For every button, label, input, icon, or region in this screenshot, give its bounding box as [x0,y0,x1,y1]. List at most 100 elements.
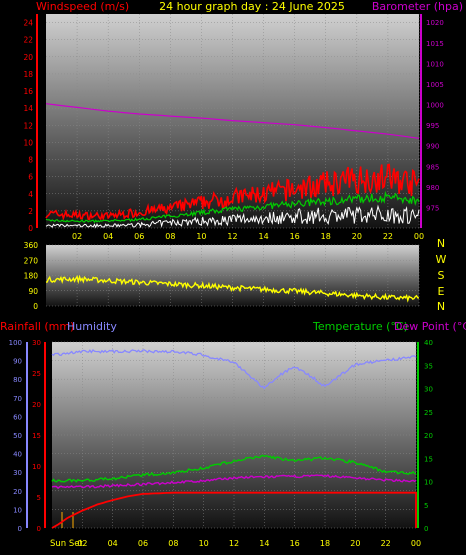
direction-tick-label: 90 [28,287,38,296]
climate-hour-tick-label: 04 [108,539,118,548]
windspeed-tick-label: 0 [28,224,33,233]
rainfall-tick-label: 25 [32,370,41,378]
humidity-tick-label: 40 [13,451,22,459]
hour-tick-label: 10 [196,232,206,241]
compass-label-w: W [436,253,447,266]
hour-tick-label: 00 [414,232,424,241]
windspeed-tick-label: 18 [23,70,33,79]
hour-tick-label: 08 [165,232,175,241]
direction-panel-grid [46,244,420,307]
humidity-tick-label: 30 [13,469,22,477]
barometer-series-line [45,103,420,139]
barometer-tick-label: 985 [426,163,439,171]
windspeed-tick-label: 10 [23,138,33,147]
windspeed-tick-label: 6 [28,173,33,182]
climate-hour-tick-label: 18 [320,539,330,548]
compass-label-s: S [438,269,445,282]
barometer-tick-label: 1015 [426,40,444,48]
rainfall-tick-label: 30 [32,339,41,347]
direction-tick-label: 270 [24,256,39,265]
direction-panel-series [45,274,420,303]
humidity-tick-label: 60 [13,413,22,421]
climate-panel-tick-labels: 0102030405060708090100051015202530051015… [9,339,433,548]
barometer-tick-label: 975 [426,204,439,212]
chart-title: 24 hour graph day : 24 June 2025 [159,0,345,13]
hour-tick-label: 16 [290,232,300,241]
temperature-tick-label: 35 [424,362,433,370]
sunset-label: Sun Set [50,539,83,549]
rainfall-series-line [51,491,417,529]
rainfall-tick-label: 5 [37,494,41,502]
temperature-tick-label: 25 [424,409,433,417]
humidity-tick-label: 0 [18,525,22,533]
barometer-axis-label: Barometer (hpa) [372,0,463,13]
windspeed-tick-label: 20 [23,53,33,62]
direction-tick-label: 0 [33,302,38,311]
barometer-tick-label: 1005 [426,81,444,89]
wind-panel-grid [46,14,420,229]
temperature-series-line [51,454,417,483]
hour-tick-label: 04 [103,232,113,241]
barometer-tick-label: 990 [426,143,439,151]
barometer-tick-label: 1020 [426,19,444,27]
climate-hour-tick-label: 16 [290,539,300,548]
humidity-axis-label: Humidity [67,320,117,333]
temperature-tick-label: 20 [424,432,433,440]
rainfall-tick-label: 20 [32,401,41,409]
windspeed-tick-label: 2 [28,207,33,216]
hour-tick-label: 22 [383,232,393,241]
dewpoint-axis-label: Dew Point (°C) [394,320,466,333]
climate-hour-tick-label: 12 [229,539,239,548]
hour-tick-label: 06 [134,232,144,241]
wind-panel-series [45,103,420,229]
climate-panel-series [51,349,417,529]
humidity-series-line [51,349,417,390]
rainfall-axis-label: Rainfall (mm) [0,320,74,333]
gust-average-series-line [45,190,420,224]
dewpoint-series-line [51,474,417,490]
compass-label-n-bottom: N [437,300,445,313]
humidity-tick-label: 100 [9,339,22,347]
windspeed-axis-label: Windspeed (m/s) [36,0,129,13]
climate-hour-tick-label: 20 [350,539,360,548]
hour-tick-label: 02 [72,232,82,241]
barometer-tick-label: 995 [426,122,439,130]
windspeed-tick-label: 24 [23,19,33,28]
wind-minimum-series-line [45,204,420,229]
direction-tick-label: 180 [24,272,39,281]
climate-hour-tick-label: 10 [199,539,209,548]
hour-tick-label: 20 [352,232,362,241]
rainfall-tick-label: 10 [32,463,41,471]
windspeed-tick-label: 4 [28,190,33,199]
direction-panel-tick-labels: 0 90 180 270 360 [24,241,39,311]
windspeed-tick-label: 14 [23,104,33,113]
temperature-tick-label: 15 [424,455,433,463]
climate-hour-tick-label: 14 [259,539,269,548]
barometer-tick-label: 1000 [426,102,444,110]
hour-tick-label: 14 [258,232,268,241]
windspeed-tick-label: 8 [28,156,33,165]
windspeed-tick-label: 16 [23,87,33,96]
windspeed-series-line [45,163,420,222]
compass-label-n-top: N [437,237,445,250]
climate-hour-tick-label: 22 [381,539,391,548]
humidity-tick-label: 20 [13,488,22,496]
humidity-tick-label: 70 [13,395,22,403]
direction-compass-labels: N W S E N [436,237,447,313]
hour-tick-label: 18 [321,232,331,241]
direction-tick-label: 360 [24,241,39,250]
barometer-tick-label: 1010 [426,60,444,68]
climate-hour-tick-label: 06 [138,539,148,548]
rainfall-tick-label: 15 [32,432,41,440]
temperature-tick-label: 10 [424,479,433,487]
humidity-tick-label: 50 [13,432,22,440]
temperature-tick-label: 5 [424,502,428,510]
climate-hour-tick-label: 02 [77,539,87,548]
windspeed-tick-label: 22 [23,36,33,45]
compass-label-e: E [438,285,445,298]
barometer-tick-label: 980 [426,184,439,192]
humidity-tick-label: 10 [13,506,22,514]
humidity-tick-label: 90 [13,358,22,366]
temperature-axis-label: Temperature (°C) [312,320,408,333]
